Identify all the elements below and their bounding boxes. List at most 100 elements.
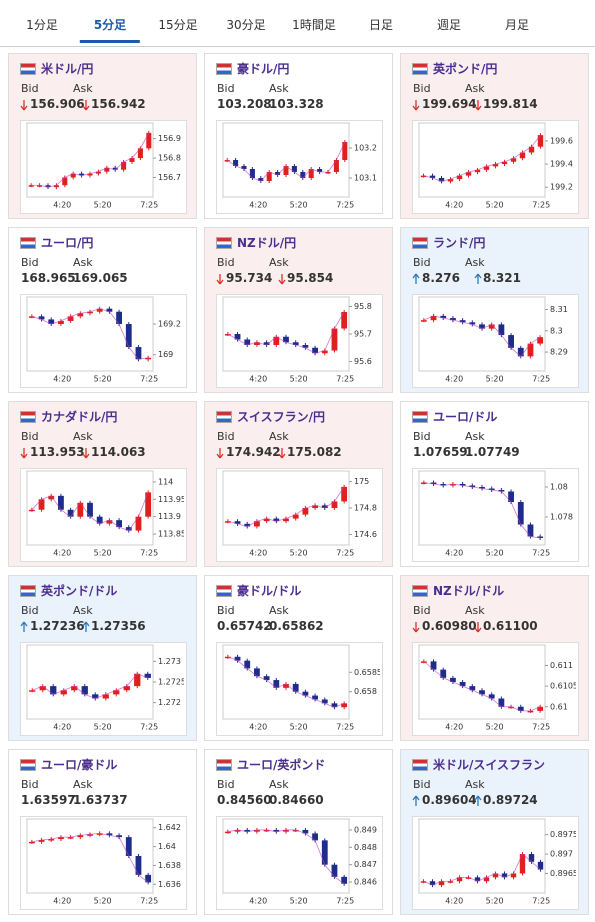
tab[interactable]: 5分足 <box>79 18 141 43</box>
currency-panel[interactable]: カナダドル/円 Bid Ask 113.953 114.063 114 113.95 113.… <box>8 401 197 567</box>
tab[interactable]: 30分足 <box>226 18 266 32</box>
x-tick-label: 7:25 <box>336 375 354 384</box>
candle <box>331 328 338 351</box>
currency-panel[interactable]: NZドル/ドル Bid Ask 0.60980 0.61100 0.611 0.6105 0.… <box>400 575 589 741</box>
arrow-shape <box>82 100 90 111</box>
candle <box>234 656 241 661</box>
y-tick-label: 103.2 <box>354 144 377 153</box>
pair-name: 米ドル/円 <box>41 62 94 76</box>
candle <box>492 164 499 167</box>
currency-panel[interactable]: 豪ドル/円 Bid Ask 103.208 103.328 103.2 103.1 4:20 5… <box>204 53 393 219</box>
candle <box>420 320 427 322</box>
candle <box>302 345 309 348</box>
mini-chart: 0.6585 0.658 4:20 5:20 7:25 <box>216 642 383 736</box>
y-tick-label: 1.642 <box>158 823 181 832</box>
plot-frame <box>26 818 154 894</box>
currency-panel[interactable]: 英ポンド/円 Bid Ask 199.694 199.814 199.6 199.4 199.… <box>400 53 589 219</box>
candle <box>96 516 103 524</box>
chart-svg: 1.08 1.078 4:20 5:20 7:25 <box>418 470 573 558</box>
ask-label: Ask <box>465 82 485 95</box>
trend-arrow <box>82 100 90 111</box>
candle <box>447 179 454 182</box>
candle <box>48 319 55 325</box>
flag-icon <box>20 63 36 75</box>
candle <box>537 706 544 711</box>
candle <box>258 178 264 181</box>
y-tick-label: 169.2 <box>158 320 181 329</box>
bid-value: 95.734 <box>226 271 273 285</box>
candle <box>302 691 309 696</box>
candle <box>38 839 45 842</box>
bid-value: 1.63597 <box>21 793 76 807</box>
candle <box>341 312 348 329</box>
tab[interactable]: 1分足 <box>26 18 58 32</box>
ask-label: Ask <box>269 82 289 95</box>
candle <box>102 694 109 699</box>
ask-value: 95.854 <box>287 271 334 285</box>
y-tick-label: 0.6105 <box>550 682 576 691</box>
currency-panel[interactable]: ユーロ/英ポンド Bid Ask 0.84560 0.84660 0.849 0.848 0.… <box>204 749 393 915</box>
candle <box>92 694 99 699</box>
x-tick-label: 7:25 <box>140 723 158 732</box>
plot-frame <box>26 122 154 198</box>
mini-chart: 175 174.8 174.6 4:20 5:20 7:25 <box>216 468 383 562</box>
candle <box>528 146 535 153</box>
trend-arrow <box>412 795 420 806</box>
flag-icon <box>412 585 428 597</box>
y-tick-label: 0.61 <box>550 702 568 711</box>
close-line <box>423 315 541 357</box>
currency-panel[interactable]: 米ドル/スイスフラン Bid Ask 0.89604 0.89724 0.8975 0.89… <box>400 749 589 915</box>
bid-value: 113.953 <box>30 445 85 459</box>
tab[interactable]: 月足 <box>504 18 530 32</box>
arrow-shape <box>216 274 224 285</box>
candle <box>283 829 289 832</box>
tab[interactable]: 日足 <box>368 18 394 32</box>
x-tick-label: 7:25 <box>532 375 550 384</box>
currency-panel[interactable]: 英ポンド/ドル Bid Ask 1.27236 1.27356 1.273 1.2725 1.… <box>8 575 197 741</box>
candle <box>37 185 43 187</box>
candle <box>48 839 55 841</box>
currency-panel[interactable]: 豪ドル/ドル Bid Ask 0.65742 0.65862 0.6585 0.658 4:2… <box>204 575 393 741</box>
close-line <box>423 482 541 539</box>
candle <box>77 502 84 517</box>
candle <box>527 710 534 713</box>
candle <box>317 169 323 172</box>
candle <box>134 673 141 687</box>
currency-panel[interactable]: ユーロ/ドル Bid Ask 1.07659 1.07749 1.08 1.078 4:20 5… <box>400 401 589 567</box>
candle <box>144 673 151 678</box>
tab[interactable]: 週足 <box>436 18 462 32</box>
currency-panel[interactable]: 米ドル/円 Bid Ask 156.906 156.942 156.9 156.8 156.7… <box>8 53 197 219</box>
ask-value: 114.063 <box>91 445 146 459</box>
candle <box>254 668 260 677</box>
candle <box>501 161 508 165</box>
trend-arrow <box>474 795 482 806</box>
close-line <box>227 311 345 354</box>
candle <box>224 831 231 834</box>
candle <box>292 829 299 832</box>
y-tick-label: 0.6585 <box>354 668 380 677</box>
flag-icon <box>412 63 428 75</box>
ask-label: Ask <box>73 778 93 791</box>
currency-panel[interactable]: ユーロ/円 Bid Ask 168.965 169.065 169.2 169 4:20 5:2… <box>8 227 197 393</box>
candle <box>145 492 152 517</box>
x-tick-label: 5:20 <box>94 201 112 210</box>
candle <box>325 172 331 174</box>
candle <box>429 881 436 886</box>
currency-panel[interactable]: ランド/円 Bid Ask 8.276 8.321 8.31 8.3 8.29 4:20 5:20… <box>400 227 589 393</box>
x-tick-label: 4:20 <box>445 201 463 210</box>
arrow-shape <box>82 448 90 459</box>
candle <box>137 148 143 159</box>
currency-panel[interactable]: ユーロ/豪ドル Bid Ask 1.63597 1.63737 1.642 1.64 1.63… <box>8 749 197 915</box>
candle <box>498 490 505 492</box>
currency-panel[interactable]: NZドル/円 Bid Ask 95.734 95.854 95.8 95.7 95.6 4:20… <box>204 227 393 393</box>
x-tick-label: 5:20 <box>94 723 112 732</box>
bid-label: Bid <box>413 430 431 443</box>
tab[interactable]: 1時間足 <box>292 18 336 32</box>
y-tick-label: 1.2725 <box>158 678 184 687</box>
candle <box>125 324 132 348</box>
tab[interactable]: 15分足 <box>158 18 198 32</box>
candle <box>87 311 93 314</box>
mini-chart: 103.2 103.1 4:20 5:20 7:25 <box>216 120 383 214</box>
currency-panel[interactable]: スイスフラン/円 Bid Ask 174.942 175.082 175 174.8 174.… <box>204 401 393 567</box>
pair-name: ランド/円 <box>433 236 486 250</box>
